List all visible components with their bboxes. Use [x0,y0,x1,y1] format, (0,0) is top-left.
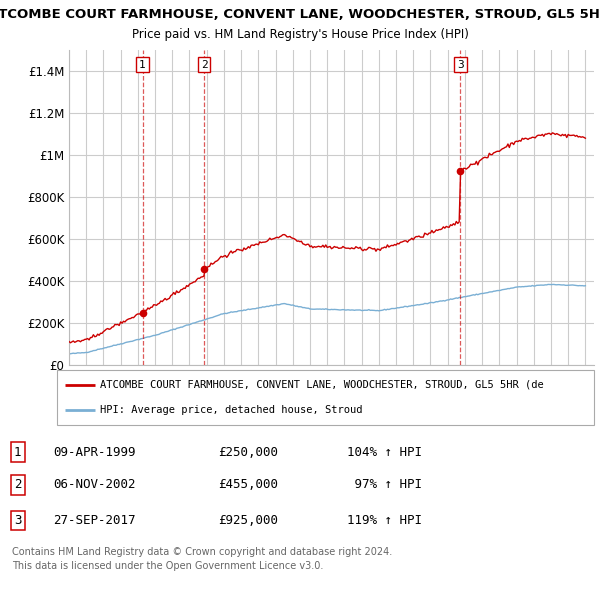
Text: This data is licensed under the Open Government Licence v3.0.: This data is licensed under the Open Gov… [12,561,323,571]
Text: £250,000: £250,000 [218,445,278,458]
Text: 119% ↑ HPI: 119% ↑ HPI [347,514,422,527]
Text: 104% ↑ HPI: 104% ↑ HPI [347,445,422,458]
Text: 06-NOV-2002: 06-NOV-2002 [53,478,136,491]
Text: 2: 2 [14,478,22,491]
Text: HPI: Average price, detached house, Stroud: HPI: Average price, detached house, Stro… [100,405,362,415]
Text: 1: 1 [14,445,22,458]
Text: 1: 1 [139,60,146,70]
Text: 2: 2 [201,60,208,70]
Text: 3: 3 [457,60,464,70]
Text: 09-APR-1999: 09-APR-1999 [53,445,136,458]
Text: 27-SEP-2017: 27-SEP-2017 [53,514,136,527]
Text: 3: 3 [14,514,22,527]
Text: ATCOMBE COURT FARMHOUSE, CONVENT LANE, WOODCHESTER, STROUD, GL5 5HR (de: ATCOMBE COURT FARMHOUSE, CONVENT LANE, W… [100,380,544,390]
Text: Contains HM Land Registry data © Crown copyright and database right 2024.: Contains HM Land Registry data © Crown c… [12,547,392,557]
Text: 97% ↑ HPI: 97% ↑ HPI [347,478,422,491]
Text: £925,000: £925,000 [218,514,278,527]
Text: Price paid vs. HM Land Registry's House Price Index (HPI): Price paid vs. HM Land Registry's House … [131,28,469,41]
Text: £455,000: £455,000 [218,478,278,491]
Text: ATCOMBE COURT FARMHOUSE, CONVENT LANE, WOODCHESTER, STROUD, GL5 5HR: ATCOMBE COURT FARMHOUSE, CONVENT LANE, W… [0,8,600,21]
